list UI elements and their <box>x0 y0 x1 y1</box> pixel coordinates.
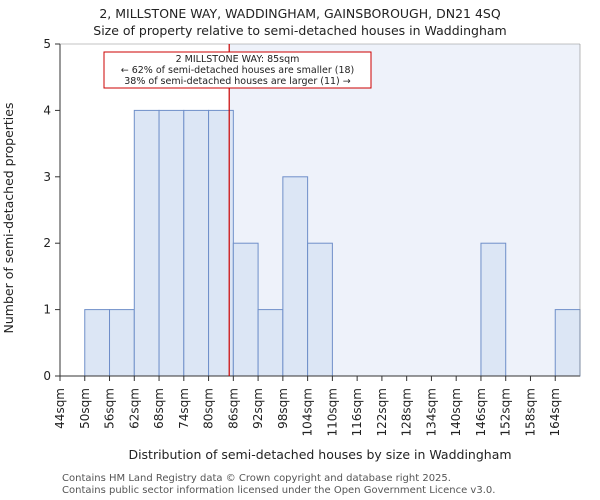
x-tick-label: 56sqm <box>103 388 117 429</box>
x-tick-label: 164sqm <box>548 388 562 436</box>
x-tick-label: 116sqm <box>350 388 364 436</box>
x-tick-label: 110sqm <box>325 388 339 436</box>
x-tick-label: 140sqm <box>449 388 463 436</box>
histogram-bar-62sqm <box>133 109 160 377</box>
x-tick-label: 158sqm <box>523 388 537 436</box>
x-tick-label: 68sqm <box>152 388 166 429</box>
x-tick-label: 74sqm <box>177 388 191 429</box>
y-tick-label: 3 <box>43 170 51 184</box>
y-tick-label: 1 <box>43 303 51 317</box>
x-tick-label: 128sqm <box>400 388 414 436</box>
histogram-bar-74sqm <box>183 109 210 377</box>
chart-title: 2, MILLSTONE WAY, WADDINGHAM, GAINSBOROU… <box>99 6 501 21</box>
x-tick-label: 104sqm <box>301 388 315 436</box>
y-tick-label: 4 <box>43 103 51 117</box>
histogram-bar-86sqm <box>232 242 259 377</box>
histogram-bar-98sqm <box>282 176 309 377</box>
y-tick-label: 5 <box>43 37 51 51</box>
histogram-bar-56sqm <box>109 309 135 377</box>
histogram-bar-164sqm <box>554 309 581 377</box>
x-tick-label: 92sqm <box>251 388 265 429</box>
annotation-line-1: 2 MILLSTONE WAY: 85sqm <box>176 54 300 65</box>
x-tick-label: 86sqm <box>226 388 240 429</box>
x-tick-label: 44sqm <box>53 388 67 429</box>
footer-copyright: Contains HM Land Registry data © Crown c… <box>62 473 451 484</box>
y-tick-label: 0 <box>43 369 51 383</box>
chart-subtitle: Size of property relative to semi-detach… <box>93 23 507 38</box>
annotation-box <box>103 51 372 89</box>
histogram-bar-146sqm <box>480 242 507 377</box>
x-tick-label: 98sqm <box>276 388 290 429</box>
footer-licence: Contains public sector information licen… <box>62 485 496 496</box>
x-tick-label: 134sqm <box>424 388 438 436</box>
x-tick-label: 152sqm <box>499 388 513 436</box>
x-tick-label: 122sqm <box>375 388 389 436</box>
x-tick-label: 146sqm <box>474 388 488 436</box>
x-axis-title: Distribution of semi-detached houses by … <box>128 447 511 462</box>
y-axis-title: Number of semi-detached properties <box>1 103 16 334</box>
x-tick-label: 50sqm <box>78 388 92 429</box>
histogram-bar-104sqm <box>307 242 333 377</box>
histogram-bar-68sqm <box>158 109 185 377</box>
histogram-bar-92sqm <box>257 309 284 377</box>
y-tick-label: 2 <box>43 236 51 250</box>
x-tick-label: 80sqm <box>202 388 216 429</box>
histogram-bar-50sqm <box>84 309 111 377</box>
x-tick-label: 62sqm <box>127 388 141 429</box>
annotation-line-2: ← 62% of semi-detached houses are smalle… <box>121 65 355 76</box>
annotation-line-3: 38% of semi-detached houses are larger (… <box>124 76 351 87</box>
